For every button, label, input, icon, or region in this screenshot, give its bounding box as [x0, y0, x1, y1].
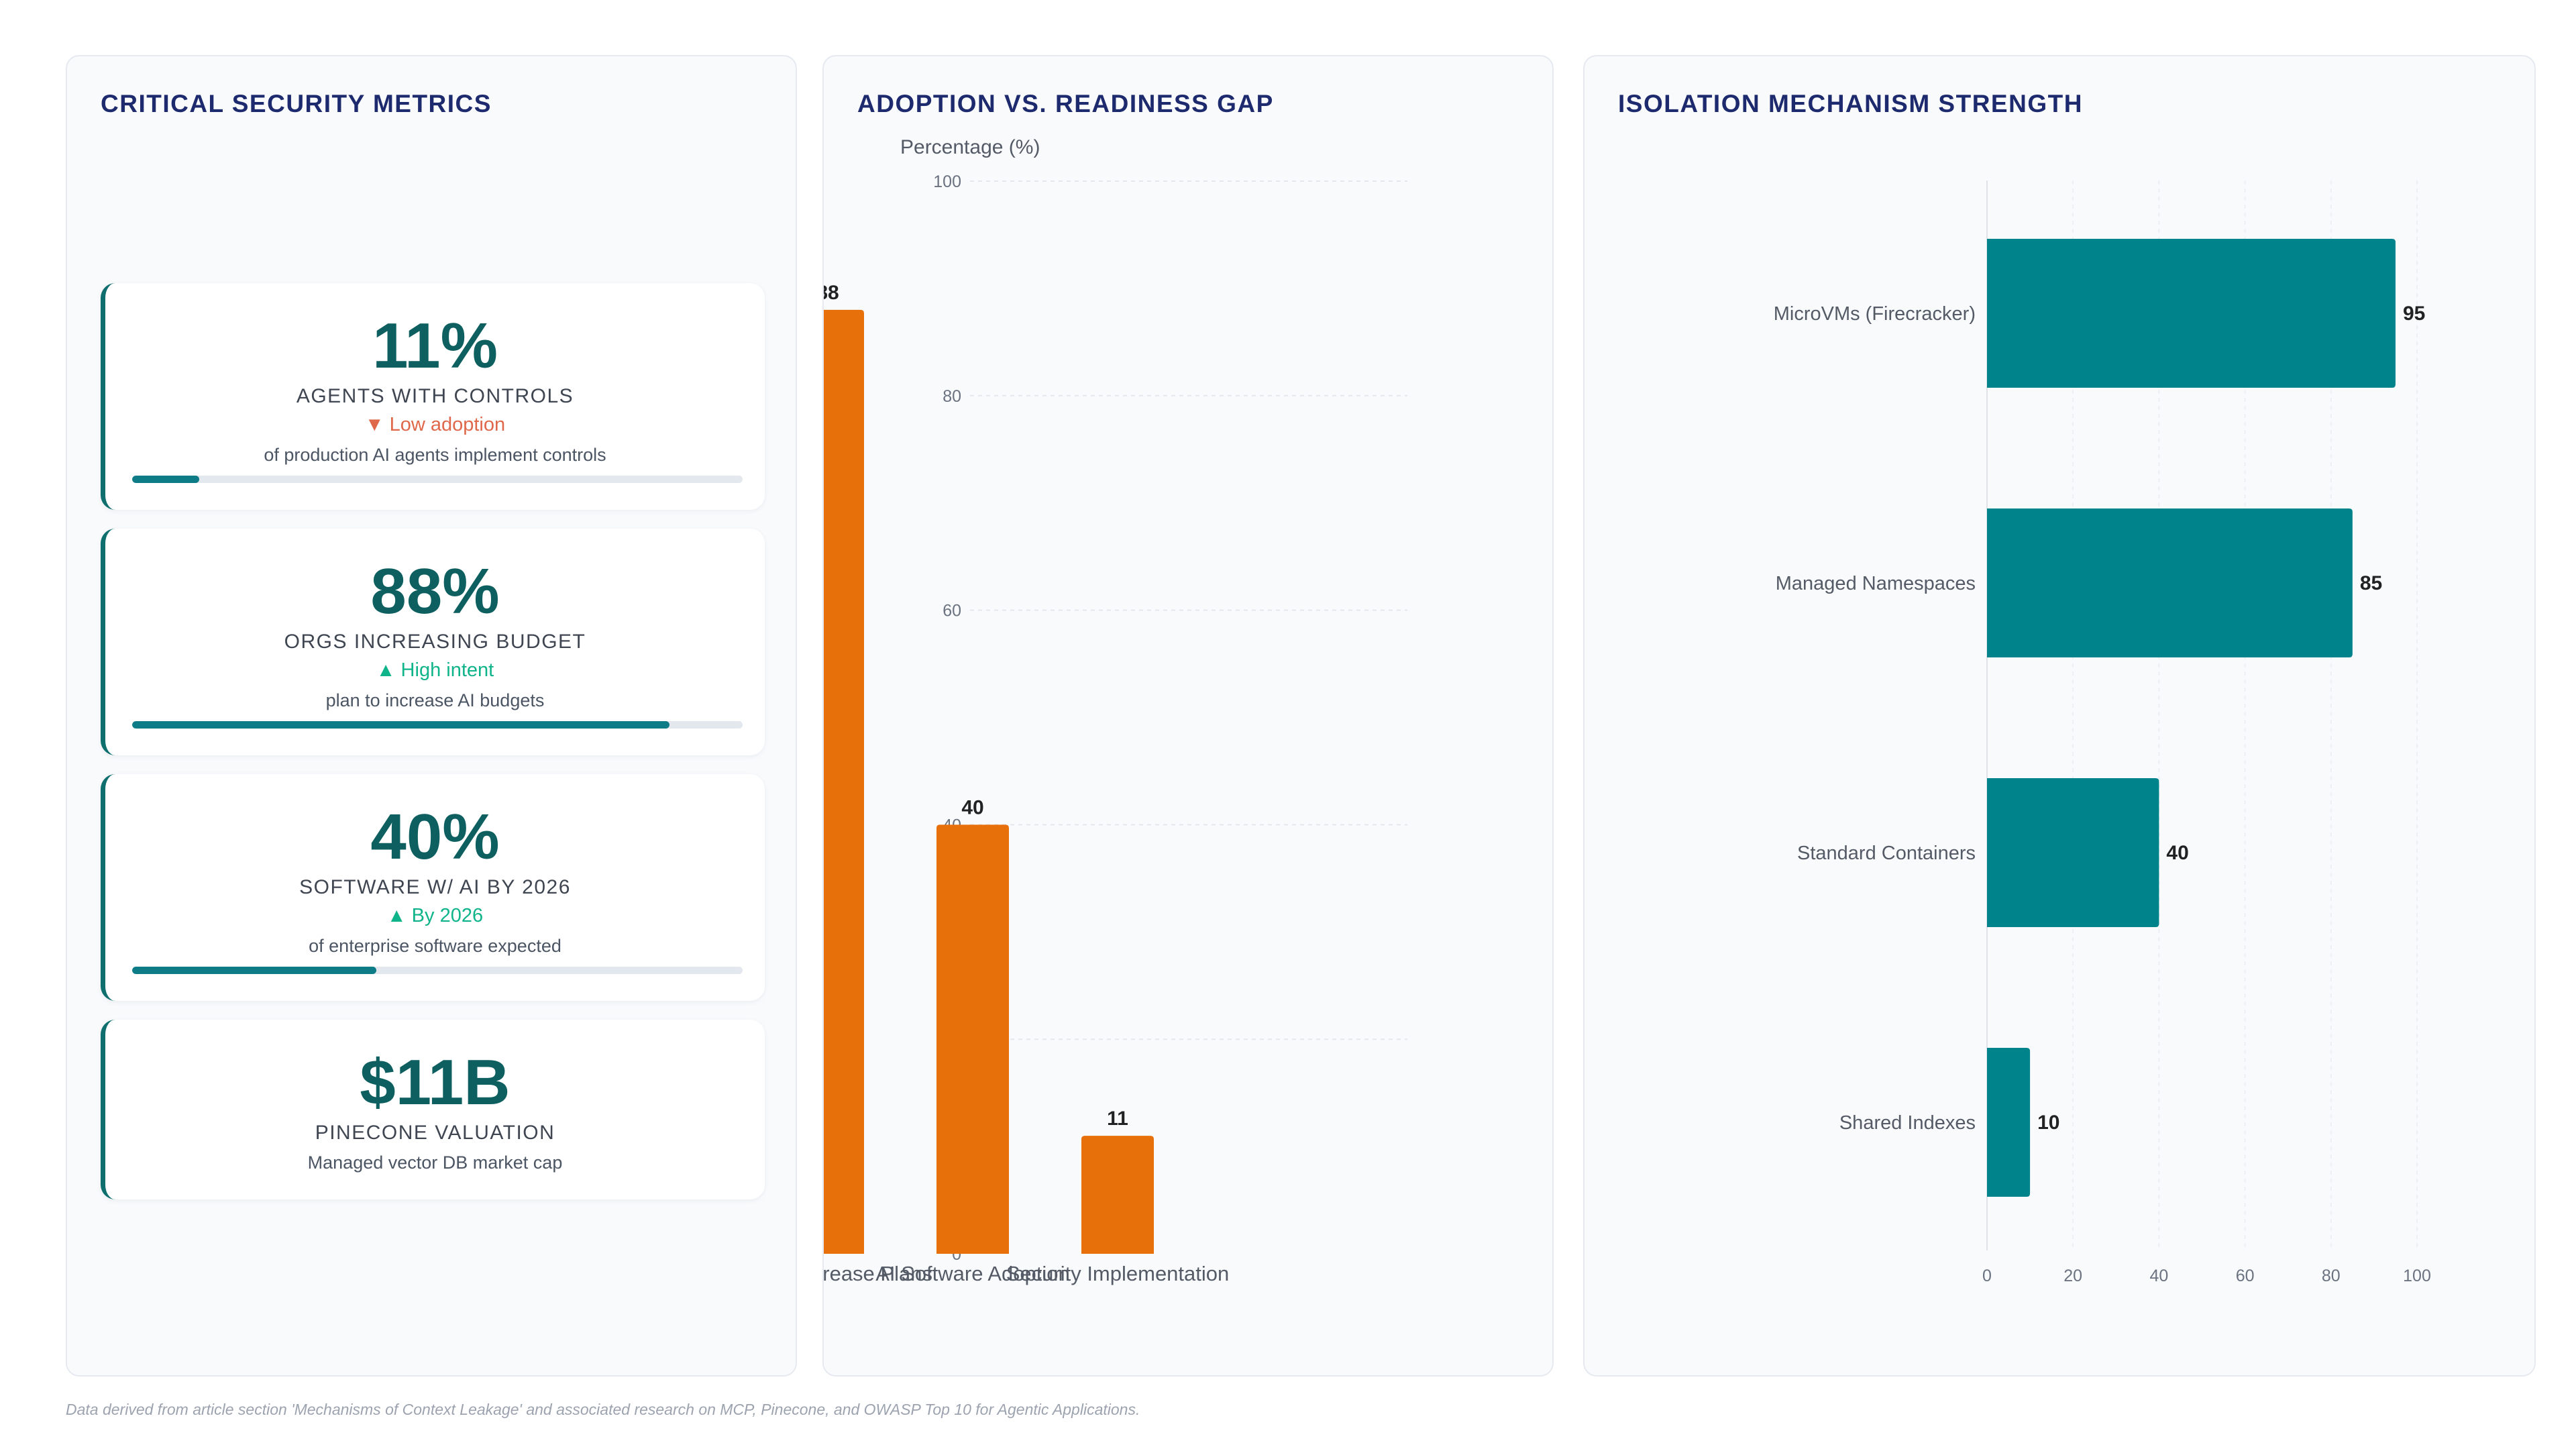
metric-label: SOFTWARE W/ AI BY 2026 — [299, 876, 571, 898]
metric-description: of production AI agents implement contro… — [264, 445, 606, 465]
bar-1 — [1987, 508, 2353, 657]
y-axis-label: Percentage (%) — [900, 136, 1040, 158]
bar-2 — [1081, 1136, 1154, 1254]
bar-1 — [936, 824, 1009, 1254]
y-tick-label: Managed Namespaces — [1776, 573, 1976, 594]
metric-trend: ▲ By 2026 — [386, 905, 484, 926]
metric-label: ORGS INCREASING BUDGET — [284, 631, 586, 653]
x-tick-label: Security Implementation — [1006, 1262, 1230, 1285]
metric-card-agents-controls: 11% AGENTS WITH CONTROLS ▼ Low adoption … — [101, 283, 765, 510]
adoption-gap-chart: Percentage (%)02040608010088Budget Incre… — [824, 136, 1407, 1285]
y-tick-label: Standard Containers — [1797, 843, 1976, 864]
metric-progress-track — [132, 721, 743, 729]
metric-description: of enterprise software expected — [309, 936, 561, 956]
x-tick-label: 40 — [2149, 1267, 2168, 1285]
footnote: Data derived from article section 'Mecha… — [66, 1401, 1140, 1418]
metric-description: Managed vector DB market cap — [307, 1152, 563, 1173]
x-tick-label: 100 — [2403, 1267, 2431, 1285]
metric-progress-track — [132, 476, 743, 483]
y-tick-label: MicroVMs (Firecracker) — [1774, 303, 1976, 325]
gap-panel-title: ADOPTION VS. READINESS GAP — [857, 90, 1274, 117]
x-tick-label: 0 — [1982, 1267, 1992, 1285]
bar-0 — [1987, 239, 2396, 388]
metric-value: 40% — [370, 801, 500, 873]
bar-value-label: 10 — [2037, 1112, 2059, 1134]
y-tick-label: 100 — [933, 172, 961, 191]
metrics-panel-title: CRITICAL SECURITY METRICS — [101, 90, 492, 117]
bar-value-label: 95 — [2403, 303, 2425, 325]
security-metrics-panel: CRITICAL SECURITY METRICS 11% AGENTS WIT… — [66, 55, 797, 1377]
metric-trend: ▲ High intent — [376, 659, 494, 681]
x-tick-label: AI Software Adoption — [875, 1262, 1070, 1285]
bar-0 — [824, 309, 864, 1254]
metric-progress-fill — [132, 967, 376, 974]
y-tick-label: 80 — [943, 387, 961, 406]
metric-card-software-ai: 40% SOFTWARE W/ AI BY 2026 ▲ By 2026 of … — [101, 774, 765, 1001]
metric-progress-fill — [132, 476, 200, 483]
bar-value-label: 88 — [824, 282, 839, 304]
x-tick-label: 80 — [2322, 1267, 2341, 1285]
x-tick-label: 60 — [2236, 1267, 2255, 1285]
y-tick-label: Shared Indexes — [1839, 1112, 1976, 1134]
isolation-strength-chart: 0 20 40 60 80 100 95 MicroVMs (Firecracker) 85 Ma… — [1774, 180, 2431, 1285]
bar-value-label: 40 — [2166, 842, 2188, 864]
x-tick-label: Budget Increase Plans — [824, 1262, 932, 1285]
metric-value: 88% — [370, 555, 500, 627]
metric-label: AGENTS WITH CONTROLS — [296, 385, 574, 407]
metric-value: $11B — [360, 1046, 511, 1118]
metric-trend: ▼ Low adoption — [364, 414, 506, 435]
metric-label: PINECONE VALUATION — [315, 1122, 555, 1144]
bar-value-label: 11 — [1107, 1108, 1128, 1130]
y-tick-label: 60 — [943, 602, 961, 621]
metric-card-pinecone-valuation: $11B PINECONE VALUATION Managed vector D… — [101, 1020, 765, 1199]
metric-progress-track — [132, 967, 743, 974]
metric-progress-fill — [132, 721, 669, 729]
metric-card-budget-increase: 88% ORGS INCREASING BUDGET ▲ High intent… — [101, 529, 765, 755]
bar-3 — [1987, 1048, 2031, 1197]
bar-value-label: 85 — [2360, 572, 2382, 594]
x-tick-label: 20 — [2063, 1267, 2082, 1285]
iso-panel-title: ISOLATION MECHANISM STRENGTH — [1618, 90, 2083, 117]
metric-value: 11% — [372, 310, 498, 382]
metric-description: plan to increase AI budgets — [325, 690, 545, 710]
isolation-strength-panel: ISOLATION MECHANISM STRENGTH 0 20 40 60 80 10… — [1583, 55, 2536, 1377]
adoption-gap-panel: ADOPTION VS. READINESS GAP Percentage (%… — [822, 55, 1554, 1377]
bar-value-label: 40 — [961, 796, 983, 818]
bar-2 — [1987, 778, 2159, 927]
